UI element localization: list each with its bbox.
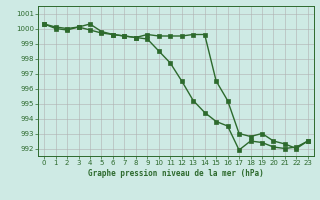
X-axis label: Graphe pression niveau de la mer (hPa): Graphe pression niveau de la mer (hPa) [88,169,264,178]
